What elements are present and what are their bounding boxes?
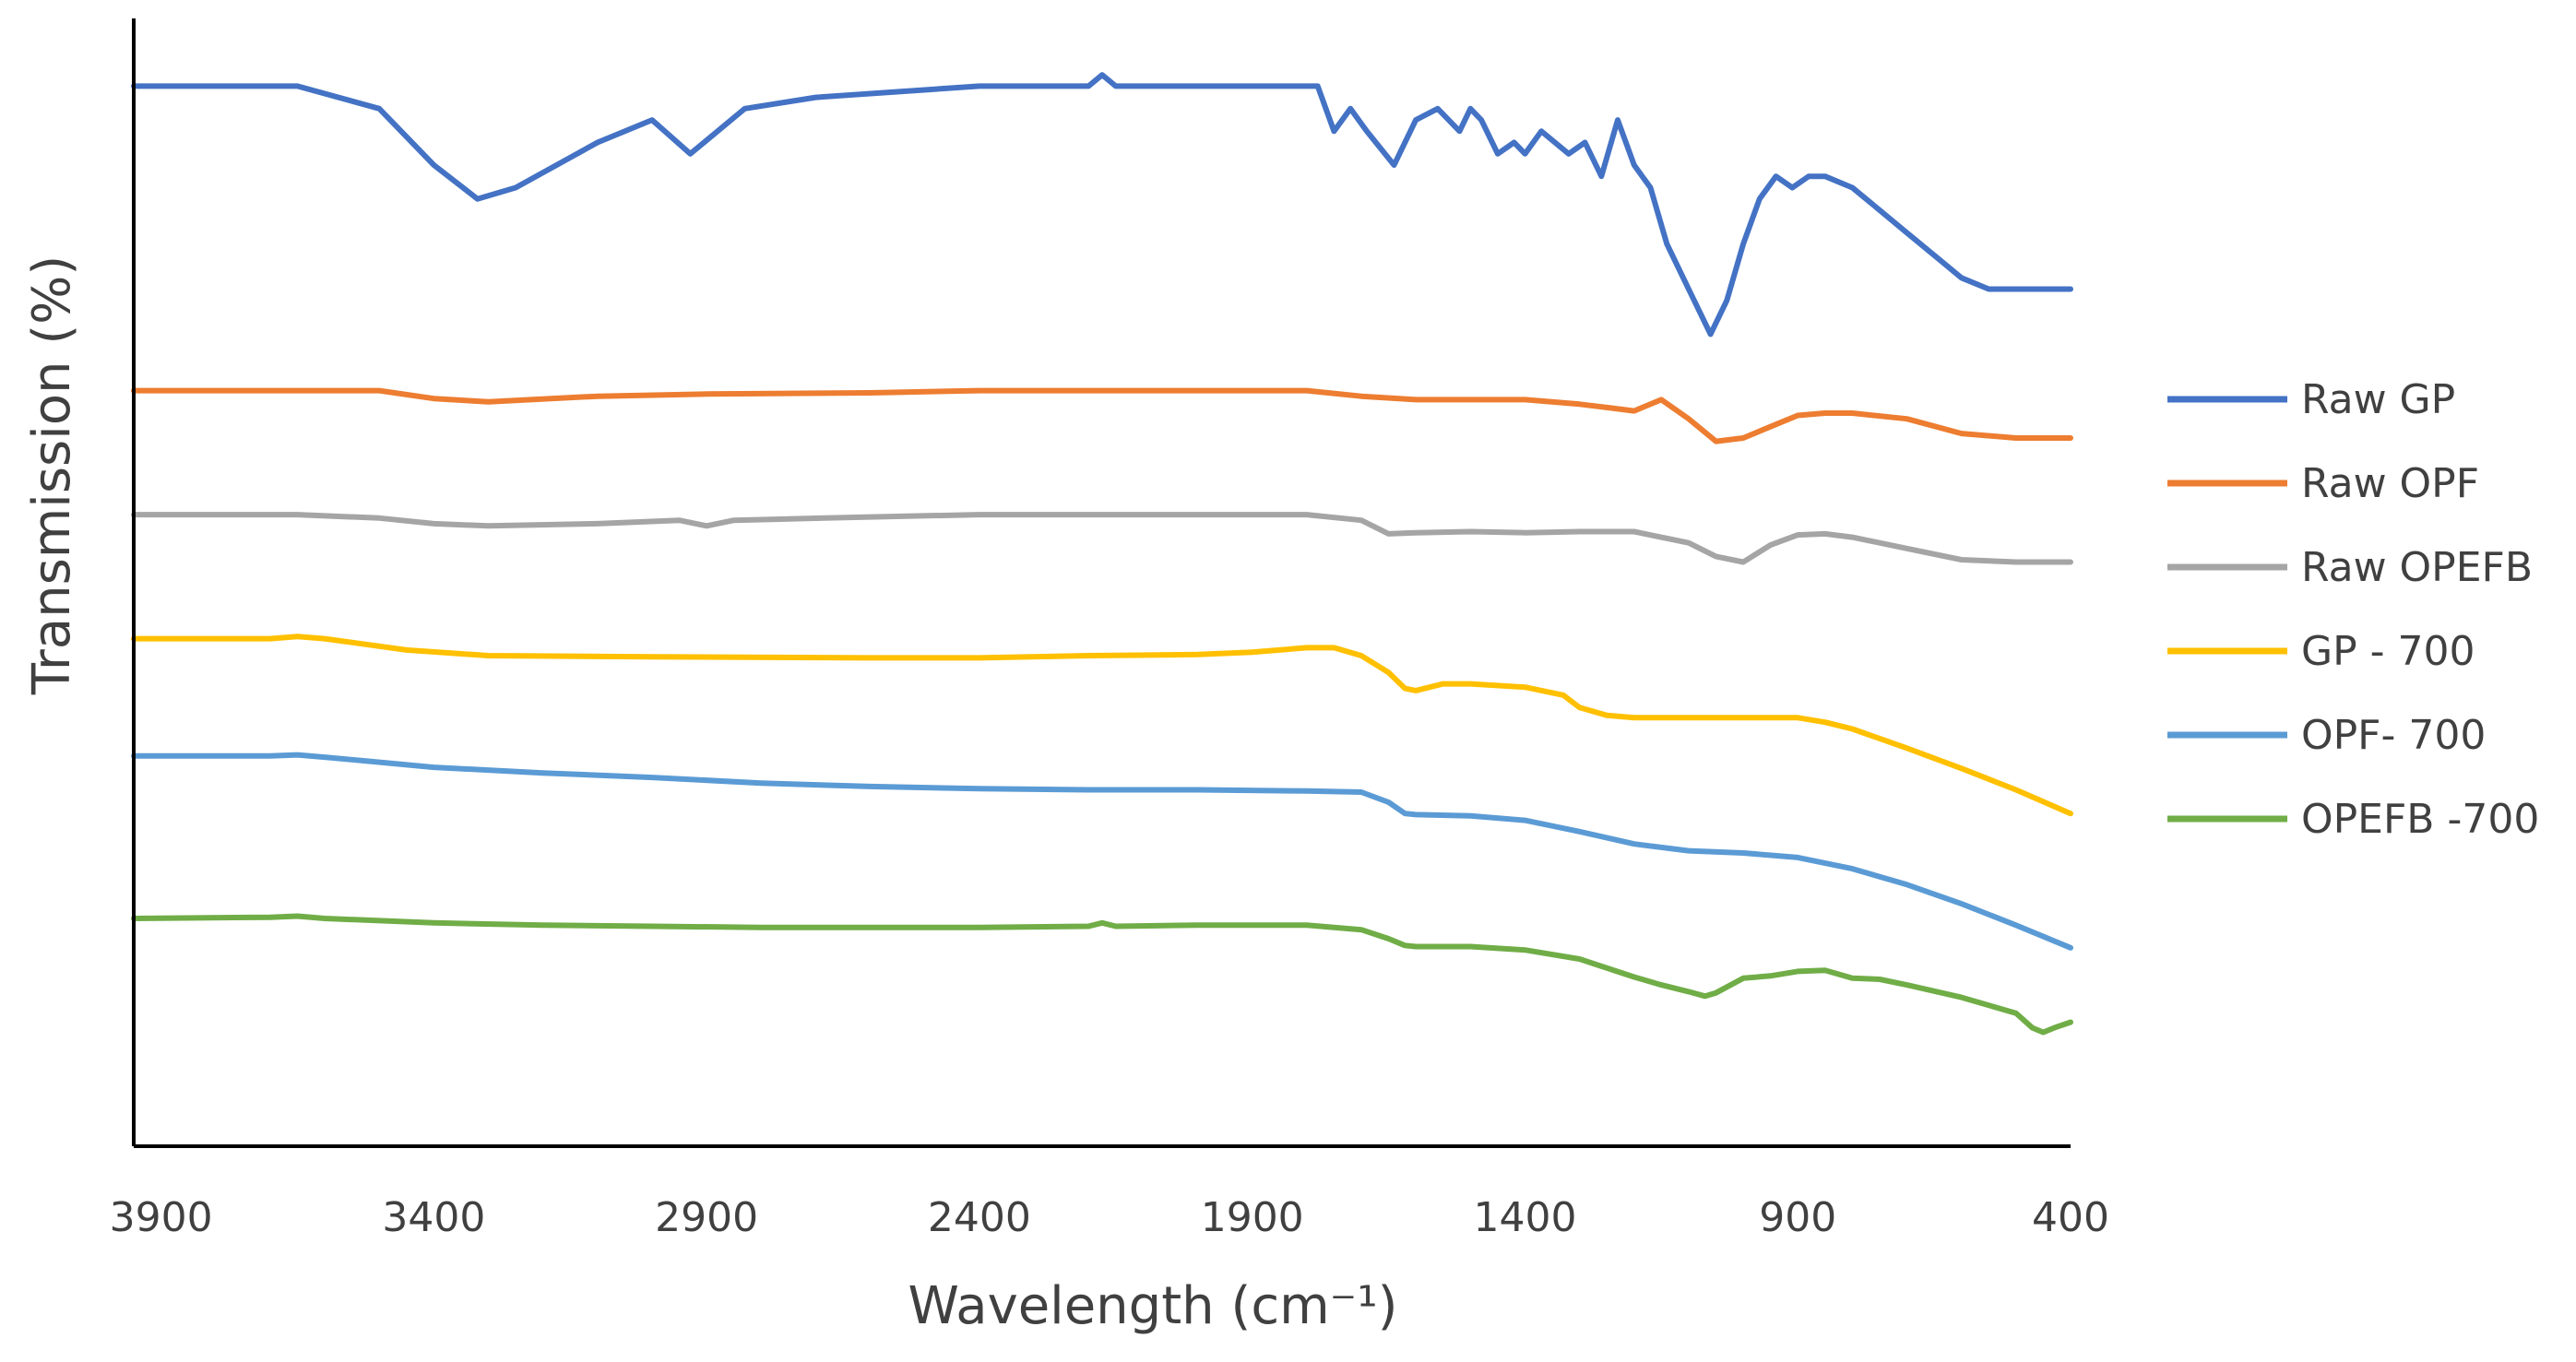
x-tick-label: 3400	[382, 1194, 485, 1241]
series-line-4	[131, 634, 2073, 817]
legend-label: OPEFB -700	[2301, 796, 2539, 843]
x-tick-label: 900	[1759, 1194, 1836, 1241]
series-layer	[131, 72, 2073, 1036]
x-axis-title: Wavelength (cm⁻¹)	[908, 1276, 1397, 1336]
x-tick-label: 3900	[110, 1194, 213, 1241]
series-line-1	[131, 72, 2073, 338]
x-tick-label: 1400	[1474, 1194, 1577, 1241]
x-tick-labels: 3900 3400 2900 2400 1900 1400 900 400	[110, 1194, 2109, 1241]
series-line-2	[131, 387, 2073, 444]
legend-label: OPF- 700	[2301, 712, 2486, 759]
legend-label: Raw OPEFB	[2301, 544, 2533, 591]
legend-label: Raw OPF	[2301, 460, 2479, 507]
legend: Raw GP Raw OPF Raw OPEFB GP - 700 OPF- 700 OP…	[2167, 376, 2539, 843]
x-tick-label: 2900	[655, 1194, 758, 1241]
series-line-6	[131, 913, 2073, 1036]
series-line-5	[131, 752, 2073, 951]
y-axis-title: Transmission (%)	[22, 255, 82, 695]
x-tick-label: 400	[2032, 1194, 2109, 1241]
x-tick-label: 1900	[1201, 1194, 1304, 1241]
series-line-3	[131, 512, 2073, 565]
legend-label: GP - 700	[2301, 628, 2475, 675]
legend-label: Raw GP	[2301, 376, 2455, 423]
x-tick-label: 2400	[928, 1194, 1031, 1241]
